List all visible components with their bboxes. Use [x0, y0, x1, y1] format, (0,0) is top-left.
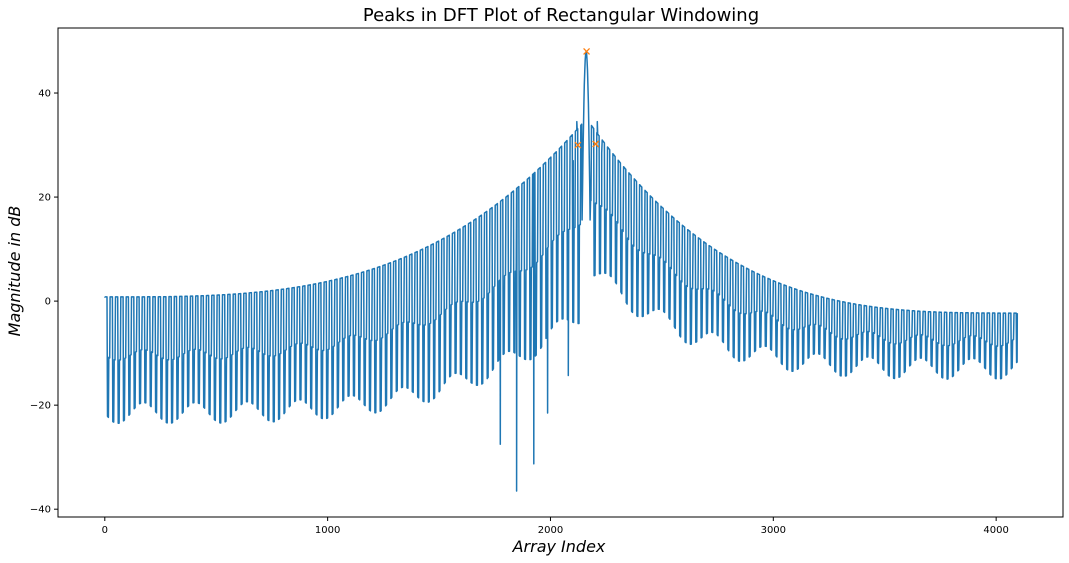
plot-area	[104, 47, 1019, 492]
peak-marker	[592, 140, 600, 148]
x-tick-label: 1000	[315, 525, 340, 536]
y-tick-label: 40	[38, 89, 51, 100]
x-tick-label: 4000	[983, 525, 1008, 536]
y-tick-label: −40	[30, 505, 51, 516]
x-tick-label: 3000	[761, 525, 786, 536]
y-tick-label: 20	[38, 193, 51, 204]
x-tick-label: 2000	[538, 525, 563, 536]
peak-marker	[583, 47, 591, 55]
chart-title: Peaks in DFT Plot of Rectangular Windowi…	[363, 5, 759, 26]
peak-markers	[574, 47, 600, 149]
peak-marker	[574, 141, 582, 149]
x-axis: 0 1000 2000 3000 4000	[102, 517, 1009, 536]
x-axis-label: Array Index	[512, 537, 606, 556]
plot-frame	[57, 27, 1064, 518]
x-tick-label: 0	[102, 525, 108, 536]
y-axis-label: Magnitude in dB	[5, 206, 24, 337]
series-line-dft-magnitude	[104, 50, 1019, 492]
y-tick-label: 0	[45, 297, 51, 308]
y-tick-label: −20	[30, 401, 51, 412]
y-axis: −40 −20 0 20 40	[30, 89, 58, 516]
